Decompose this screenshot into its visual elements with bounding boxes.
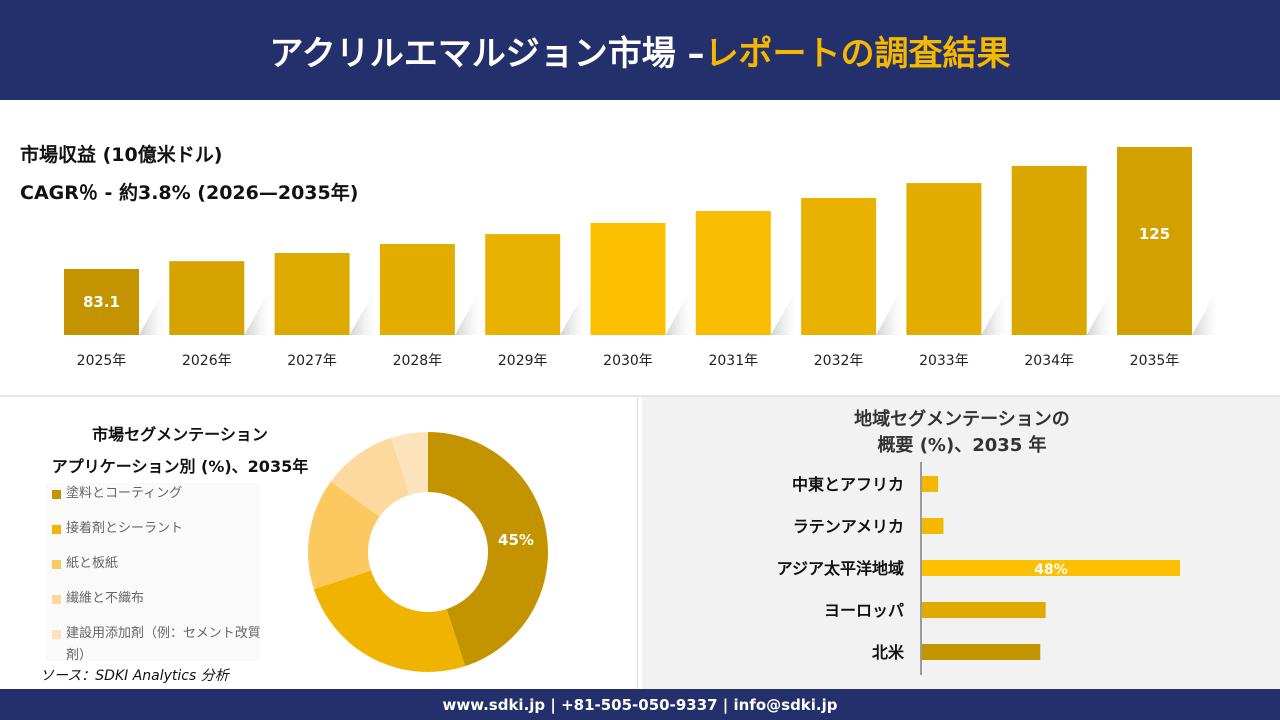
footer-contact: www.sdki.jp | +81-505-050-9337 | info@sd… <box>0 689 1280 720</box>
revenue-section: 市場収益 (10億米ドル) CAGR％ - 約3.8% (2026—2035年)… <box>0 100 1280 395</box>
region-bar <box>922 560 1180 576</box>
region-title-2: 概要 (%)、2035 年 <box>877 435 1047 456</box>
segment-title-1: 市場セグメンテーション <box>92 425 268 444</box>
bar-shadow <box>244 290 270 335</box>
x-tick-label: 2032年 <box>814 353 864 369</box>
x-tick-label: 2033年 <box>919 353 969 369</box>
legend-label: 紙と板紙 <box>66 556 119 571</box>
donut-slice <box>308 481 380 590</box>
donut-slice <box>428 432 549 667</box>
region-title-1: 地域セグメンテーションの <box>854 409 1070 430</box>
legend-label: 接着剤とシーラント <box>66 521 184 536</box>
legend-label: 塗料とコーティング <box>66 486 183 501</box>
header: アクリルエマルジョン市場 – レポートの調査結果 <box>0 0 1280 100</box>
data-label: 48% <box>1034 562 1068 578</box>
donut-slice <box>313 570 466 672</box>
bar-2025年 <box>64 269 139 335</box>
title-highlight: レポートの調査結果 <box>704 33 1011 74</box>
revenue-bar-chart: 2025年 83.1 2026年 2027年 2028年 2029年 2030年 2031年 2… <box>64 147 1217 369</box>
bar-2035年 <box>1117 147 1192 335</box>
x-tick-label: 2031年 <box>708 353 758 369</box>
bar-shadow <box>139 290 164 335</box>
x-tick-label: 2030年 <box>603 353 653 369</box>
donut-legend: 塗料とコーティング 接着剤とシーラント 紙と板紙繊維と不織布建設用添加剤（例：セメン… <box>46 483 261 663</box>
legend-swatch <box>52 525 61 534</box>
application-segment: 市場セグメンテーション アプリケーション別 (%)、2035年 塗料とコーティン… <box>0 397 638 689</box>
region-bar <box>922 476 939 492</box>
bar-shadow <box>665 290 691 335</box>
donut-slice <box>330 437 410 517</box>
legend-swatch <box>52 630 61 639</box>
bar-shadow <box>1086 290 1112 335</box>
bar-2034年 <box>1011 165 1087 335</box>
region-label: 北米 <box>872 643 905 662</box>
segment-title-2: アプリケーション別 (%)、2035年 <box>51 457 309 476</box>
legend-swatch <box>52 560 61 569</box>
bar-shadow <box>981 290 1007 335</box>
bar-2033年 <box>906 183 982 335</box>
bar-2032年 <box>801 197 877 335</box>
cagr-text: CAGR％ - 約3.8% (2026—2035年) <box>20 182 359 204</box>
application-donut-chart: 45% <box>308 432 549 672</box>
source-note: ソース：SDKI Analytics 分析 <box>40 668 229 684</box>
donut-slice <box>390 432 428 495</box>
region-bar <box>922 644 1041 660</box>
legend-item: 接着剤とシーラント <box>52 518 183 540</box>
bar-shadow <box>770 290 796 335</box>
legend-label: 繊維と不織布 <box>66 591 145 606</box>
data-label: 125 <box>1139 225 1170 243</box>
bar-2030年 <box>590 222 666 335</box>
legend-item: 建設用添加剤（例：セメント改質剤） <box>52 623 262 667</box>
bar-2029年 <box>485 234 561 335</box>
bar-shadow <box>1192 290 1217 335</box>
title-main: アクリルエマルジョン市場 – <box>269 33 705 74</box>
x-tick-label: 2029年 <box>498 353 548 369</box>
revenue-title: 市場収益 (10億米ドル) <box>20 144 223 166</box>
legend-swatch <box>52 595 61 604</box>
divider <box>0 395 1280 397</box>
region-segment: 地域セグメンテーションの 概要 (%)、2035 年 中東とアフリカ ラテンアメリ… <box>642 397 1280 689</box>
bar-2026年 <box>169 261 245 335</box>
x-tick-label: 2027年 <box>287 353 337 369</box>
legend-item: 塗料とコーティング <box>52 483 182 505</box>
x-tick-label: 2025年 <box>77 353 127 369</box>
bar-shadow <box>349 290 375 335</box>
bar-shadow <box>876 290 902 335</box>
legend-item: 紙と板紙 <box>52 553 118 575</box>
region-label: ヨーロッパ <box>824 601 904 620</box>
bar-2027年 <box>274 252 350 335</box>
region-label: 中東とアフリカ <box>792 475 904 494</box>
legend-swatch <box>52 490 61 499</box>
x-tick-label: 2035年 <box>1130 353 1180 369</box>
bar-shadow <box>560 290 586 335</box>
legend-item: 繊維と不織布 <box>52 588 144 610</box>
data-label: 83.1 <box>83 293 120 311</box>
x-tick-label: 2026年 <box>182 353 232 369</box>
data-label: 45% <box>498 531 534 549</box>
bar-2031年 <box>695 211 771 335</box>
x-tick-label: 2028年 <box>393 353 443 369</box>
region-bar <box>922 518 944 534</box>
region-label: アジア太平洋地域 <box>777 559 904 578</box>
x-tick-label: 2034年 <box>1024 353 1074 369</box>
legend-label: 建設用添加剤（例：セメント改質剤） <box>66 626 261 663</box>
region-label: ラテンアメリカ <box>793 517 904 536</box>
bar-shadow <box>454 290 480 335</box>
region-bar <box>922 602 1046 618</box>
bar-2028年 <box>379 243 455 335</box>
